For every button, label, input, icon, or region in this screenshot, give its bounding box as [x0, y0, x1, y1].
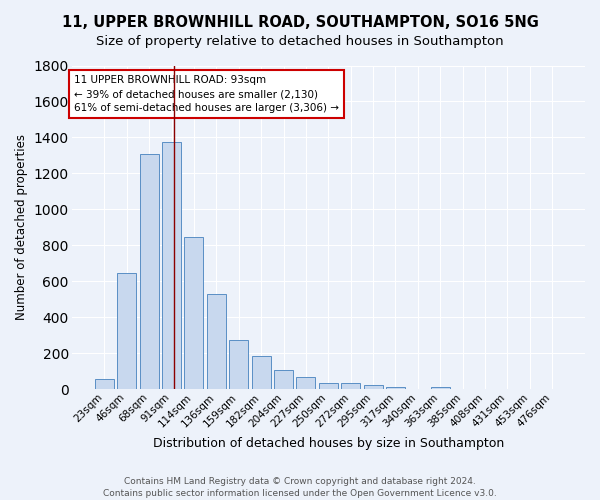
Bar — [184, 237, 203, 389]
Bar — [95, 379, 114, 389]
Bar — [319, 382, 338, 389]
X-axis label: Distribution of detached houses by size in Southampton: Distribution of detached houses by size … — [152, 437, 504, 450]
Bar — [118, 273, 136, 389]
Bar — [386, 387, 405, 389]
Bar — [229, 340, 248, 389]
Bar — [341, 382, 360, 389]
Text: Size of property relative to detached houses in Southampton: Size of property relative to detached ho… — [96, 35, 504, 48]
Bar — [431, 387, 450, 389]
Y-axis label: Number of detached properties: Number of detached properties — [15, 134, 28, 320]
Bar — [162, 142, 181, 389]
Bar — [207, 294, 226, 389]
Bar — [274, 370, 293, 389]
Text: 11, UPPER BROWNHILL ROAD, SOUTHAMPTON, SO16 5NG: 11, UPPER BROWNHILL ROAD, SOUTHAMPTON, S… — [62, 15, 538, 30]
Bar — [251, 356, 271, 389]
Bar — [140, 154, 159, 389]
Text: Contains HM Land Registry data © Crown copyright and database right 2024.
Contai: Contains HM Land Registry data © Crown c… — [103, 476, 497, 498]
Bar — [296, 378, 316, 389]
Text: 11 UPPER BROWNHILL ROAD: 93sqm
← 39% of detached houses are smaller (2,130)
61% : 11 UPPER BROWNHILL ROAD: 93sqm ← 39% of … — [74, 75, 339, 113]
Bar — [364, 384, 383, 389]
